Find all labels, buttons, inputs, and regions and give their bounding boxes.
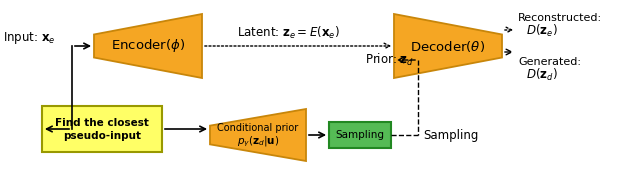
Text: Find the closest: Find the closest (55, 118, 149, 128)
Text: Sampling: Sampling (423, 128, 478, 142)
Polygon shape (210, 109, 306, 161)
Text: Input: $\mathbf{x}_e$: Input: $\mathbf{x}_e$ (3, 30, 56, 46)
Text: Reconstructed:: Reconstructed: (518, 13, 602, 23)
Text: Conditional prior: Conditional prior (218, 123, 299, 133)
Text: Decoder($\theta$): Decoder($\theta$) (410, 39, 486, 54)
Polygon shape (394, 14, 502, 78)
Text: $D(\mathbf{z}_e)$: $D(\mathbf{z}_e)$ (526, 23, 557, 39)
Polygon shape (94, 14, 202, 78)
Text: Sampling: Sampling (335, 130, 385, 140)
Text: pseudo-input: pseudo-input (63, 131, 141, 141)
Text: $D(\mathbf{z}_d)$: $D(\mathbf{z}_d)$ (526, 67, 558, 83)
FancyBboxPatch shape (329, 122, 391, 148)
Text: Encoder($\phi$): Encoder($\phi$) (111, 37, 185, 55)
Text: Latent: $\mathbf{z}_e = E(\mathbf{x}_e)$: Latent: $\mathbf{z}_e = E(\mathbf{x}_e)$ (237, 25, 339, 41)
FancyBboxPatch shape (42, 106, 162, 152)
Text: Generated:: Generated: (518, 57, 581, 67)
Text: $p_\gamma(\mathbf{z}_d|\mathbf{u})$: $p_\gamma(\mathbf{z}_d|\mathbf{u})$ (237, 135, 279, 149)
Text: Prior: $\mathbf{z}_d$: Prior: $\mathbf{z}_d$ (365, 52, 414, 68)
